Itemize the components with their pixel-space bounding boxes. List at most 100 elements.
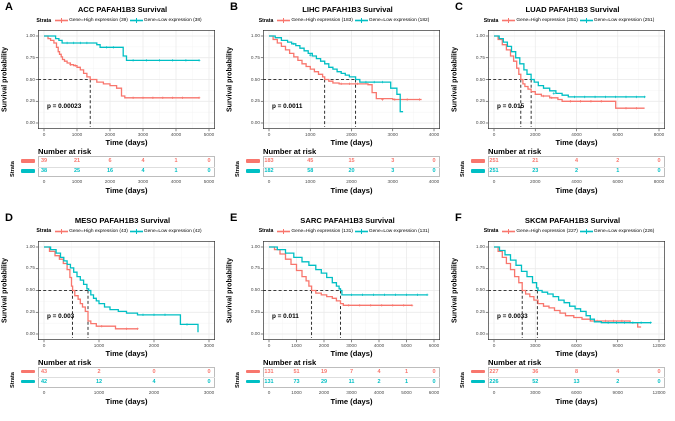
risk-count: 51 <box>293 368 300 375</box>
low-strata-bar <box>471 169 485 173</box>
panel-letter: F <box>455 211 462 224</box>
x-tick-label: 6000 <box>612 132 623 137</box>
risk-x-tick-label: 2000 <box>346 179 357 184</box>
risk-count: 4 <box>141 168 145 174</box>
x-tick-label: 3000 <box>203 342 215 348</box>
y-tick-label: 0.25 <box>475 98 485 104</box>
legend: Strata Gene=High expression (251) Gene=Lo… <box>468 17 670 24</box>
number-at-risk-title: Number at risk <box>38 357 92 367</box>
y-tick-label: 0.75 <box>250 54 260 60</box>
risk-x-tick-label: 2000 <box>318 389 330 395</box>
number-at-risk-title: Number at risk <box>488 357 542 367</box>
risk-count: 182 <box>264 168 274 174</box>
low-expression-key-icon <box>129 228 143 234</box>
risk-count: 12 <box>95 378 103 385</box>
km-plot <box>35 240 216 342</box>
x-tick-label: 0 <box>267 132 271 137</box>
risk-x-tick-label: 1000 <box>93 389 105 395</box>
risk-x-axis-title: Time (days) <box>105 186 148 195</box>
high-expression-key-icon <box>277 18 291 23</box>
y-tick-label: 0.75 <box>475 265 485 271</box>
x-tick-label: 1000 <box>71 132 83 137</box>
risk-count: 42 <box>40 378 48 385</box>
x-tick-label: 2000 <box>148 342 160 348</box>
risk-table-row-divider <box>263 166 440 168</box>
legend: Strata Gene=High expression (43) Gene=Low… <box>18 228 220 235</box>
risk-x-tick-label: 8000 <box>653 179 665 184</box>
panel-title: ACC PAFAH1B3 Survival <box>77 5 168 14</box>
risk-count: 58 <box>307 168 314 174</box>
risk-count: 1 <box>616 168 620 174</box>
y-axis-title: Survival probability <box>226 257 234 323</box>
risk-count: 1 <box>404 378 409 385</box>
panel-title: LUAD PAFAH1B3 Survival <box>525 5 620 14</box>
y-tick-label: 0.75 <box>25 54 35 60</box>
risk-count: 131 <box>264 368 274 375</box>
risk-count: 36 <box>532 368 539 375</box>
risk-strata-label: Strata <box>235 161 241 177</box>
x-axis-title: Time (days) <box>330 138 373 147</box>
legend-item-label: Gene=High expression (183) <box>291 18 353 23</box>
risk-x-tick-label: 0 <box>267 179 271 184</box>
risk-x-tick-label: 6000 <box>612 179 623 184</box>
legend-item: Gene=High expression (227) <box>502 228 578 235</box>
risk-count: 251 <box>489 168 499 174</box>
risk-x-tick-label: 1000 <box>305 179 316 184</box>
x-tick-label: 6000 <box>571 342 582 348</box>
legend-item-label: Gene=Low expression (251) <box>593 18 655 23</box>
high-expression-key-icon <box>55 18 69 23</box>
legend-item-label: Gene=Low expression (182) <box>368 18 430 23</box>
risk-x-axis-title: Time (days) <box>330 186 373 195</box>
panel-title: SARC PAFAH1B3 Survival <box>300 215 395 225</box>
risk-x-tick-label: 0 <box>492 389 496 395</box>
number-at-risk-title: Number at risk <box>263 147 317 156</box>
risk-count: 226 <box>489 378 499 385</box>
x-tick-label: 5000 <box>203 132 215 137</box>
survival-panel: B LIHC PAFAH1B3 Survival Strata Gene=Hig… <box>225 0 450 210</box>
x-tick-label: 5000 <box>401 342 412 348</box>
y-tick-label: 1.00 <box>25 33 35 39</box>
risk-x-tick-label: 4000 <box>571 179 582 184</box>
risk-count: 2 <box>574 168 579 174</box>
high-expression-key-icon <box>277 228 291 234</box>
x-tick-label: 4000 <box>571 132 582 137</box>
risk-x-tick-label: 3000 <box>530 389 541 395</box>
x-tick-label: 3000 <box>530 342 541 348</box>
risk-x-tick-label: 2000 <box>530 179 541 184</box>
y-tick-label: 0.50 <box>475 287 485 293</box>
y-tick-label: 0.50 <box>25 287 35 293</box>
x-tick-label: 2000 <box>104 132 116 137</box>
x-axis-title: Time (days) <box>105 348 148 358</box>
legend-strata-label: Strata <box>258 228 274 234</box>
risk-count: 13 <box>573 378 580 385</box>
y-tick-label: 0.00 <box>250 330 260 336</box>
risk-count: 1 <box>174 158 178 164</box>
risk-x-tick-label: 0 <box>492 179 496 184</box>
y-tick-label: 0.75 <box>475 54 485 60</box>
km-plot <box>260 240 441 342</box>
y-tick-label: 0.00 <box>475 120 485 126</box>
y-tick-label: 0.50 <box>250 287 260 293</box>
high-strata-bar <box>246 159 260 163</box>
y-tick-label: 0.25 <box>250 308 260 314</box>
risk-strata-label: Strata <box>235 371 241 388</box>
legend-item-label: Gene=Low expression (38) <box>143 18 202 23</box>
legend-item-label: Gene=High expression (131) <box>291 228 353 234</box>
p-value-label: p = 0.015 <box>497 102 525 110</box>
risk-count: 21 <box>73 158 81 164</box>
risk-x-axis-title: Time (days) <box>555 396 598 406</box>
legend-item: Gene=High expression (131) <box>277 228 353 235</box>
y-axis-title: Survival probability <box>451 257 459 323</box>
risk-count: 15 <box>348 158 355 164</box>
low-strata-bar <box>246 169 260 173</box>
y-tick-label: 0.50 <box>475 76 485 82</box>
legend-item-label: Gene=Low expression (131) <box>368 228 430 234</box>
risk-count: 4 <box>152 378 156 385</box>
low-expression-key-icon <box>129 18 143 23</box>
panel-letter: D <box>5 211 13 224</box>
legend-item-label: Gene=Low expression (226) <box>593 228 655 234</box>
x-tick-label: 3000 <box>137 132 149 137</box>
risk-strata-label: Strata <box>460 161 466 177</box>
x-tick-label: 12000 <box>652 342 666 348</box>
risk-x-axis-title: Time (days) <box>105 396 148 406</box>
